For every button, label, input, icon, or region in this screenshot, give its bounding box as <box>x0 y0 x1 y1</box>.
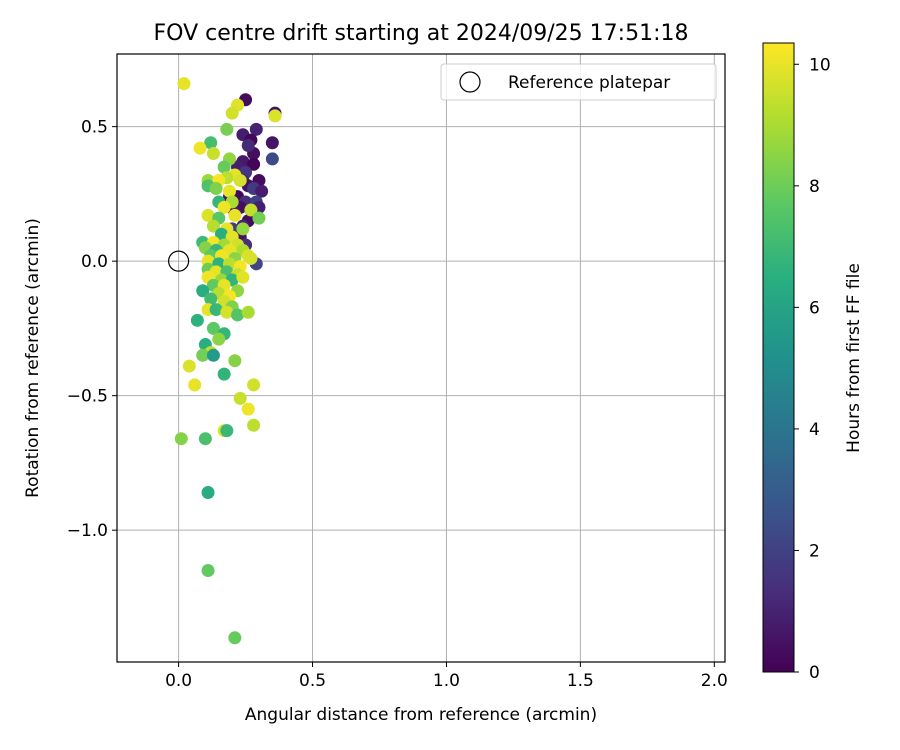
data-point <box>206 219 220 233</box>
data-point <box>182 359 196 373</box>
data-point <box>268 109 282 123</box>
legend: Reference platepar <box>440 63 717 101</box>
legend-label: Reference platepar <box>508 73 670 93</box>
colorbar-tick-label: 10 <box>809 55 831 75</box>
x-axis-ticks: 0.0 0.5 1.0 1.5 2.0 <box>165 662 728 691</box>
y-tick-label: 0.5 <box>81 118 108 138</box>
colorbar-tick-label: 4 <box>809 420 820 440</box>
plot-frame <box>116 53 726 663</box>
data-point <box>265 136 279 150</box>
data-point <box>212 332 226 346</box>
colorbar-ticks: 0 2 4 6 8 10 <box>794 55 831 683</box>
data-point <box>255 184 269 198</box>
data-point <box>241 402 255 416</box>
data-point <box>252 211 266 225</box>
data-point <box>228 208 242 222</box>
y-axis-label: Rotation from reference (arcmin) <box>23 218 43 498</box>
data-point <box>206 147 220 161</box>
colorbar-tick-label: 6 <box>809 298 820 318</box>
data-point <box>198 432 212 446</box>
data-point <box>201 208 215 222</box>
x-tick-label: 0.5 <box>299 671 326 691</box>
data-point <box>206 321 220 335</box>
data-point <box>220 424 234 438</box>
x-axis-label: Angular distance from reference (arcmin) <box>245 705 597 725</box>
colorbar-tick-label: 2 <box>809 541 820 561</box>
colorbar: 0 2 4 6 8 10 Hours from first FF file <box>762 42 864 683</box>
y-tick-label: 0.0 <box>81 252 108 272</box>
data-point <box>265 152 279 166</box>
data-point <box>228 354 242 368</box>
data-point <box>204 136 218 150</box>
y-axis-ticks: 0.5 0.0 −0.5 −1.0 <box>67 118 117 541</box>
data-point <box>247 157 261 171</box>
reference-marker <box>168 250 190 272</box>
data-point <box>206 348 220 362</box>
x-tick-label: 1.5 <box>567 671 594 691</box>
data-point <box>188 378 202 392</box>
data-point <box>220 122 234 136</box>
x-tick-label: 1.0 <box>433 671 460 691</box>
data-point <box>222 184 236 198</box>
data-point <box>244 203 258 217</box>
data-point <box>228 631 242 645</box>
data-point <box>196 348 210 362</box>
data-points <box>168 77 282 645</box>
data-point <box>236 270 250 284</box>
legend-box <box>440 63 717 101</box>
data-point <box>201 564 215 578</box>
data-point <box>233 391 247 405</box>
data-point <box>193 141 207 155</box>
data-point <box>209 182 223 196</box>
data-point <box>204 292 218 306</box>
x-tick-label: 0.0 <box>165 671 192 691</box>
data-point <box>217 367 231 381</box>
data-point <box>201 486 215 500</box>
colorbar-tick-label: 8 <box>809 177 820 197</box>
data-point <box>249 122 263 136</box>
y-tick-label: −1.0 <box>67 521 108 541</box>
data-point <box>225 106 239 120</box>
colorbar-tick-label: 0 <box>809 663 820 683</box>
data-point <box>244 251 258 265</box>
colorbar-label: Hours from first FF file <box>844 263 864 453</box>
data-point <box>177 77 191 91</box>
data-point <box>233 173 247 187</box>
data-point <box>209 303 223 317</box>
data-point <box>241 305 255 319</box>
legend-marker <box>459 71 481 93</box>
data-point <box>214 227 228 241</box>
data-point <box>196 284 210 298</box>
data-point <box>236 222 250 236</box>
chart-title: FOV centre drift starting at 2024/09/25 … <box>154 21 689 46</box>
data-point <box>241 138 255 152</box>
data-point <box>220 305 234 319</box>
data-point <box>174 432 188 446</box>
data-point <box>190 313 204 327</box>
data-point <box>217 200 231 214</box>
x-tick-label: 2.0 <box>701 671 728 691</box>
colorbar-gradient <box>762 42 795 673</box>
data-point <box>247 378 261 392</box>
data-point <box>217 160 231 174</box>
y-tick-label: −0.5 <box>67 387 108 407</box>
data-point <box>247 418 261 432</box>
data-point <box>231 308 245 322</box>
